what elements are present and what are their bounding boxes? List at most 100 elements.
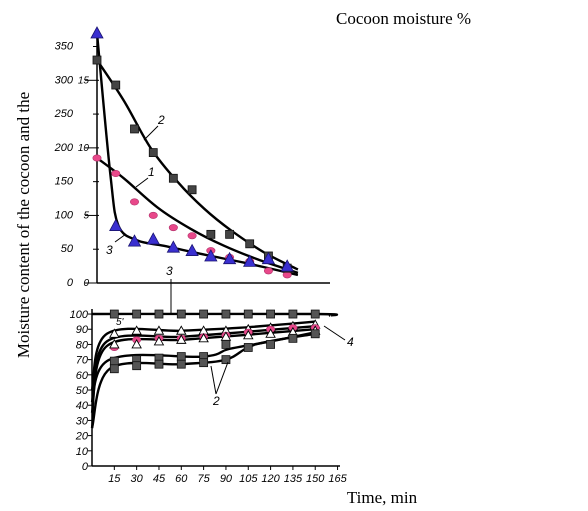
upper-point-3	[204, 249, 218, 262]
lower-point-4	[154, 309, 164, 319]
lower-point-5''	[265, 328, 276, 338]
lower-x-tick-label: 30	[131, 473, 144, 485]
lower-point-5''	[242, 329, 254, 340]
upper-y-tick-label: 250	[54, 108, 74, 120]
lower-point-5''	[153, 335, 165, 346]
upper-point-1	[282, 271, 292, 279]
lower-point-2	[176, 352, 186, 361]
lower-point-2	[288, 333, 298, 343]
x-axis-title: Time, min	[347, 488, 418, 507]
upper-point-1	[187, 232, 197, 240]
upper-y-inner-tick-label: 0	[83, 278, 89, 289]
lower-x-tick-label: 150	[306, 473, 325, 485]
lower-point-2	[109, 356, 119, 366]
upper-point-3	[261, 251, 276, 265]
upper-point-3	[166, 240, 181, 253]
upper-curve-3	[95, 32, 299, 277]
upper-point-1	[263, 267, 273, 275]
lower-y-tick-label: 30	[76, 415, 89, 427]
label-3-mid: 3	[166, 264, 173, 278]
upper-point-1	[168, 224, 178, 232]
lower-point-5''	[198, 332, 209, 343]
lower-point-4	[109, 309, 119, 319]
upper-point-2	[148, 148, 158, 157]
lower-point-4	[176, 309, 186, 319]
lower-point-5'	[131, 325, 142, 335]
upper-point-3	[109, 218, 123, 231]
upper-point-2	[130, 124, 139, 134]
upper-point-2	[206, 229, 216, 239]
lower-point-4	[310, 309, 320, 319]
curve-label-1-upper: 1	[148, 165, 155, 179]
corner-label: Cocoon moisture %	[336, 9, 471, 28]
label-4: 4	[347, 335, 354, 349]
lower-point-5''	[109, 339, 120, 349]
upper-y-tick-label: 50	[61, 243, 74, 255]
lower-y-tick-label: 70	[76, 355, 89, 367]
lower-x-tick-label: 105	[239, 473, 258, 485]
lower-point-2'	[109, 364, 119, 374]
upper-y-inner-tick-label: 15	[78, 75, 90, 86]
y-axis-title: Moisture content of the cocoon and the	[14, 92, 33, 358]
upper-point-3	[185, 243, 199, 256]
upper-point-2	[168, 173, 178, 183]
lower-x-tick-label: 75	[197, 473, 210, 485]
upper-y-tick-label: 100	[55, 209, 74, 221]
lower-x-tick-label: 15	[108, 473, 121, 485]
lower-point-2	[266, 340, 275, 349]
lower-y-tick-label: 50	[76, 385, 89, 397]
lower-point-2'	[221, 355, 231, 365]
lower-x-tick-label: 135	[284, 473, 303, 485]
lower-y-tick-label: 40	[76, 400, 89, 412]
upper-y-tick-label: 0	[67, 277, 74, 289]
label-5prime: 5'	[116, 317, 125, 328]
lower-curve-4	[91, 312, 339, 317]
lower-point-2'	[132, 361, 142, 371]
lower-point-2	[221, 340, 231, 349]
upper-curve-1	[96, 157, 299, 275]
lower-curve-2	[90, 331, 316, 429]
label-1-leader	[135, 177, 149, 188]
lower-point-4	[132, 309, 142, 319]
lower-curve-2'	[90, 332, 316, 429]
upper-y-inner-tick-label: 5	[83, 210, 89, 221]
lower-point-4	[199, 309, 209, 319]
lower-point-4	[243, 309, 253, 319]
label-3-leader	[114, 233, 127, 243]
lower-x-tick-label: 165	[328, 473, 347, 485]
upper-point-2	[111, 80, 121, 90]
upper-point-3	[90, 26, 104, 39]
lower-point-4	[288, 309, 298, 319]
lower-x-tick-label: 45	[153, 473, 166, 485]
upper-point-1	[148, 211, 158, 219]
curve-label-3-upper: 3	[106, 243, 113, 257]
upper-point-3	[243, 254, 257, 267]
lower-point-5''	[176, 334, 187, 344]
lower-point-4	[221, 309, 231, 319]
upper-point-1	[130, 198, 140, 206]
lower-y-tick-label: 80	[76, 339, 89, 351]
lower-point-2	[310, 329, 320, 339]
upper-panel: 0 50 100 150 200 250 300 350 0 5 10 15 2 1 3	[54, 26, 330, 289]
label-4-leader	[323, 325, 346, 341]
upper-y-inner-tick-label: 10	[78, 143, 90, 154]
lower-x-tick-label: 120	[261, 473, 280, 485]
upper-y-tick-label: 200	[54, 142, 74, 154]
lower-point-5'	[109, 328, 120, 338]
lower-y-tick-label: 0	[82, 461, 89, 473]
upper-point-3	[127, 234, 142, 247]
upper-point-2	[92, 55, 102, 65]
lower-point-5'	[176, 325, 187, 335]
upper-point-2	[245, 239, 255, 249]
lower-y-tick-label: 20	[75, 431, 89, 443]
upper-point-3	[222, 251, 237, 265]
label-2-leader-a	[210, 365, 217, 395]
label-2-lower: 2	[212, 394, 220, 408]
upper-y-tick-label: 150	[55, 176, 74, 188]
upper-point-2	[187, 185, 197, 195]
upper-point-3	[146, 232, 160, 245]
upper-point-2	[225, 229, 235, 239]
lower-x-tick-label: 90	[220, 473, 233, 485]
upper-y-tick-label: 350	[55, 41, 74, 53]
